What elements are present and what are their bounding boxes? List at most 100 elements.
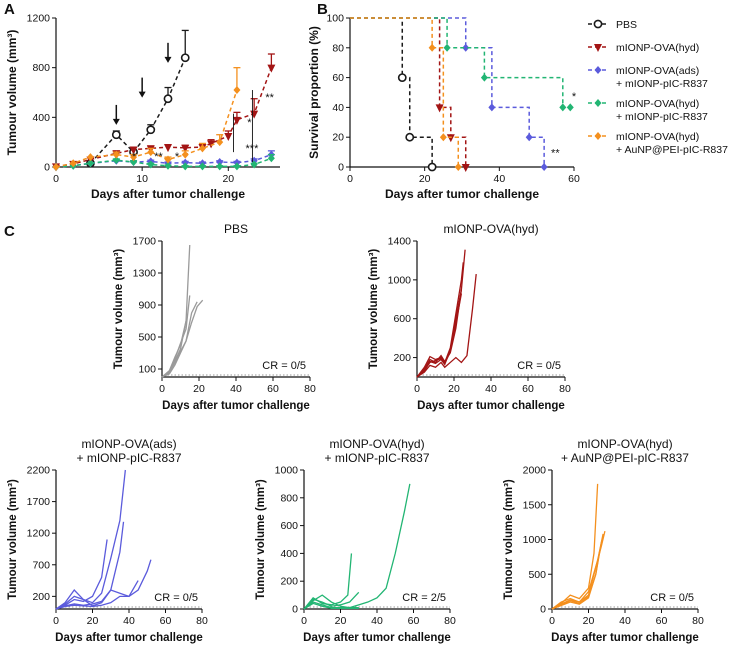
survival-point [480,73,488,82]
x-tick-label: 0 [159,383,165,395]
series-hyd [52,53,276,172]
plot-title: + mIONP-pIC-R837 [324,451,429,465]
data-point [216,158,224,167]
survival-hyd [350,17,470,172]
panel-letter-b: B [317,1,328,18]
legend-swatch-marker [594,99,602,107]
plot-title: mIONP-OVA(hyd) [577,437,672,451]
survival-point [540,163,548,171]
y-tick-label: 700 [32,559,50,571]
data-point [207,140,216,149]
significance-label: * [132,151,137,163]
y-tick-label: 200 [32,591,50,603]
axes-A: 0 10 20 0 400 800 1200 Days after tumor challen… [5,13,280,201]
y-tick-label: 900 [138,300,156,312]
x-tick-label: 60 [522,383,534,395]
data-point [233,162,241,171]
y-tick-label: 400 [280,548,298,560]
y-tick-label: 1000 [275,465,299,477]
survival-point [435,104,444,113]
x-tick-label: 20 [193,383,205,395]
data-point [180,53,190,63]
dose-arrow-head [164,56,172,63]
y-tick-label: 1200 [27,528,51,540]
data-point [164,144,172,153]
axes-B: 0 20 40 60 0 20 40 60 80 100 Days after tumor chal… [307,13,580,202]
x-tick-label: 60 [267,383,279,395]
x-tick-label: 0 [301,615,307,627]
plot-title: mIONP-OVA(ads) [81,437,176,451]
mouse-curve [303,483,411,610]
y-tick-label: 800 [280,492,298,504]
mouse-curve [161,301,198,378]
x-tick-label: 20 [583,615,595,627]
x-tick-label: 20 [87,615,99,627]
data-point [112,156,120,165]
y-tick-label: 1500 [523,499,547,511]
significance-label: *** [246,143,260,155]
mouse-curve [303,602,359,610]
survival-point [428,43,436,52]
data-point [233,86,241,95]
plot-title: PBS [224,222,248,236]
legend-label: mIONP-OVA(hyd) [616,42,699,54]
data-point [250,160,258,169]
mouse-curve [161,295,191,378]
x-tick-label: 80 [444,615,456,627]
y-axis-label: Tumour volume (mm³) [113,249,125,370]
data-point [130,153,138,162]
data-point [86,153,94,162]
data-point [224,132,233,141]
data-point [147,148,155,157]
x-tick-label: 0 [549,615,555,627]
y-tick-label: 1700 [27,496,51,508]
x-tick-label: 20 [335,615,347,627]
survival-point [446,134,455,143]
legend-label: + mIONP-pIC-R837 [616,111,708,123]
survival-AuNP [350,17,462,171]
x-tick-label: 40 [493,173,505,185]
x-tick-label: 60 [160,615,172,627]
survival-point [461,164,470,172]
cr-label: CR = 0/5 [517,360,561,372]
x-tick-label: 20 [419,173,431,185]
x-tick-label: 40 [123,615,135,627]
axes-C-hyd: 0 20 40 60 80 200 600 1000 1400 Days after tumor … [368,222,571,412]
data-point [129,146,138,155]
axes-C-ads: 0 20 40 60 80 200 700 1200 1700 2200 Days after tu… [7,437,208,644]
y-tick-label: 600 [393,313,411,325]
x-tick-label: 80 [692,615,704,627]
y-tick-label: 40 [332,102,344,114]
y-axis-label: Tumour volume (mm³) [368,249,380,370]
x-tick-label: 0 [53,615,59,627]
y-tick-label: 100 [326,13,344,25]
mouse-curve [416,273,477,378]
x-tick-label: 60 [568,173,580,185]
significance-label: * [572,91,577,103]
data-point [69,159,77,168]
data-point [181,150,189,159]
data-point [181,162,189,171]
mouse-curve [551,551,601,610]
significance-label: ** [265,92,274,104]
data-point [198,144,206,153]
data-point [198,162,206,171]
x-axis-label: Days after tumor challenge [55,632,203,644]
data-point [130,158,138,167]
significance-label: * [247,117,252,129]
y-tick-label: 200 [280,576,298,588]
survival-ads [350,17,548,171]
plot-title: mIONP-OVA(hyd) [443,222,538,236]
axes-C-AuNP: 0 20 40 60 80 0 500 1000 1500 2000 Days after tumo… [503,437,704,644]
survival-line [350,17,571,109]
series-PBS [86,29,190,168]
y-tick-label: 1000 [523,534,547,546]
legend-label: + AuNP@PEI-pIC-R837 [616,144,728,156]
y-tick-label: 600 [280,520,298,532]
cr-label: CR = 0/5 [650,592,694,604]
y-tick-label: 500 [138,332,156,344]
x-tick-label: 80 [196,615,208,627]
survival-point [525,133,533,142]
